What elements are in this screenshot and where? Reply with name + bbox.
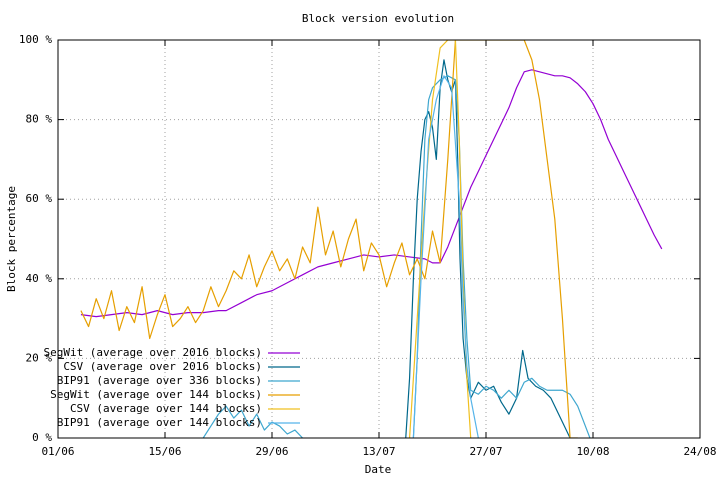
y-tick-label: 0 % bbox=[32, 431, 52, 444]
x-axis-label: Date bbox=[365, 463, 392, 476]
chart-title: Block version evolution bbox=[302, 12, 454, 25]
legend-label: CSV (average over 144 blocks) bbox=[70, 402, 262, 415]
legend-label: SegWit (average over 2016 blocks) bbox=[43, 346, 262, 359]
y-tick-label: 60 % bbox=[26, 192, 53, 205]
series-line bbox=[80, 69, 663, 318]
x-tick-label: 10/08 bbox=[576, 445, 609, 458]
series-line bbox=[80, 40, 578, 438]
plot-area bbox=[80, 40, 663, 438]
legend-label: BIP91 (average over 336 blocks) bbox=[57, 374, 262, 387]
legend: SegWit (average over 2016 blocks)CSV (av… bbox=[43, 346, 300, 429]
x-tick-label: 01/06 bbox=[41, 445, 74, 458]
plot-frame bbox=[57, 39, 701, 439]
series-line bbox=[412, 75, 479, 438]
series-line bbox=[405, 59, 571, 438]
x-tick-label: 15/06 bbox=[148, 445, 181, 458]
x-tick-label: 24/08 bbox=[683, 445, 716, 458]
x-tick-label: 29/06 bbox=[255, 445, 288, 458]
x-tick-label: 13/07 bbox=[362, 445, 395, 458]
x-tick-label: 27/07 bbox=[469, 445, 502, 458]
legend-label: SegWit (average over 144 blocks) bbox=[50, 388, 262, 401]
y-tick-label: 20 % bbox=[26, 351, 53, 364]
series-line bbox=[408, 40, 472, 438]
y-tick-label: 40 % bbox=[26, 272, 53, 285]
legend-label: CSV (average over 2016 blocks) bbox=[63, 360, 262, 373]
y-tick-label: 80 % bbox=[26, 113, 53, 126]
series-line bbox=[202, 75, 591, 438]
y-tick-label: 100 % bbox=[19, 33, 52, 46]
legend-label: BIP91 (average over 144 blocks) bbox=[57, 416, 262, 429]
y-axis-label: Block percentage bbox=[5, 186, 18, 292]
